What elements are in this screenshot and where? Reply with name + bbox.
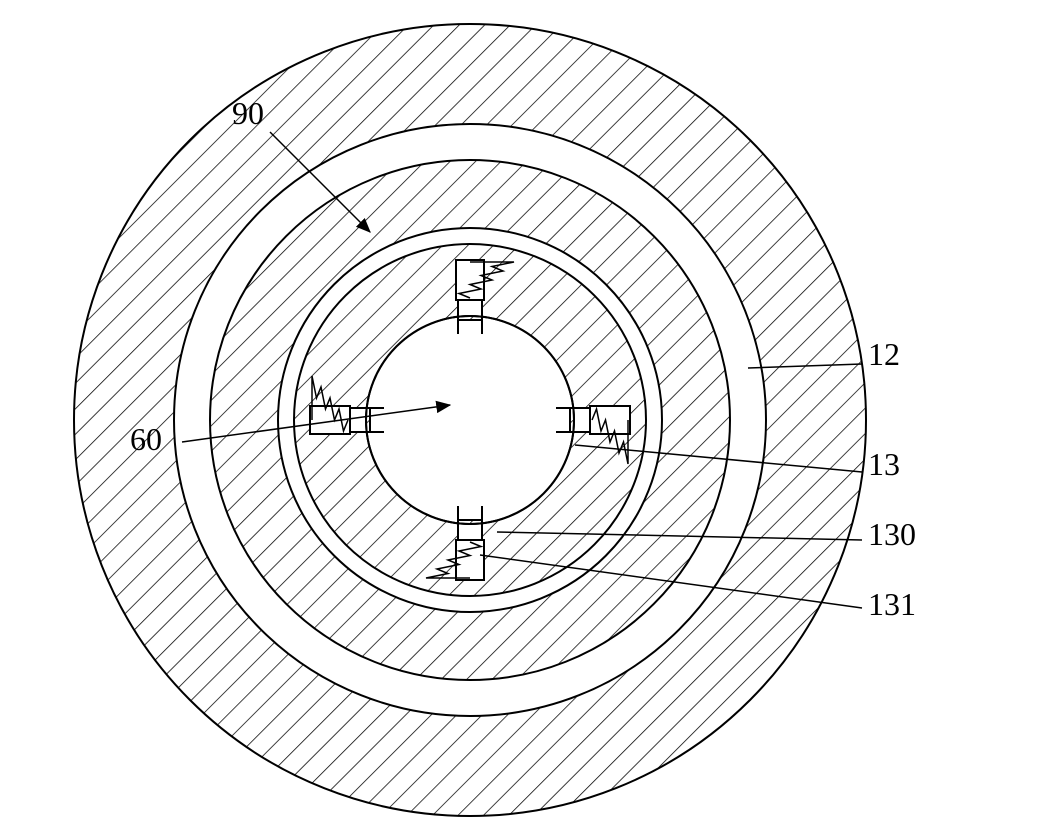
- middle-ring-90: [210, 160, 730, 680]
- label-60: 60: [130, 421, 162, 457]
- label-130: 130: [868, 516, 916, 552]
- label-12: 12: [868, 336, 900, 372]
- label-13: 13: [868, 446, 900, 482]
- label-131: 131: [868, 586, 916, 622]
- mechanical-crosssection-diagram: 90 60 12 13 130 131: [0, 0, 1054, 839]
- label-90: 90: [232, 95, 264, 131]
- bore-60: [366, 316, 574, 524]
- outer-ring: [74, 24, 866, 816]
